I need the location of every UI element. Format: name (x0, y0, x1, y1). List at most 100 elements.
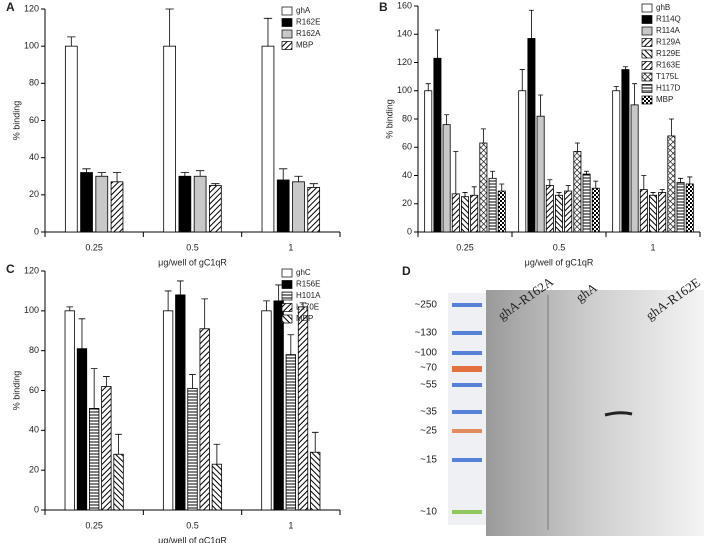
y-tick-label: 120 (24, 265, 39, 275)
legend-label: H117D (656, 84, 681, 93)
marker-label: ~250 (414, 300, 437, 311)
error-bar (574, 142, 580, 152)
bar (163, 45, 176, 233)
y-axis-label: % binding (11, 101, 21, 141)
x-tick-label: 0.25 (456, 242, 474, 252)
error-bar (668, 118, 674, 136)
legend-swatch (281, 291, 293, 301)
y-tick-label: 0 (407, 226, 412, 236)
x-tick-label: 0.5 (186, 520, 199, 530)
bar (209, 185, 222, 233)
legend-swatch (281, 314, 293, 324)
bar (273, 300, 284, 511)
error-bar (528, 9, 534, 39)
error-bar (425, 83, 431, 91)
panel-label: D (402, 264, 411, 278)
error-bar (687, 176, 693, 184)
bar (162, 310, 174, 511)
legend-label: R129E (656, 49, 680, 58)
ladder-band (452, 303, 482, 307)
y-tick-label: 60 (29, 115, 39, 125)
legend-swatch (281, 303, 293, 312)
x-tick-label: 1 (288, 520, 293, 530)
error-bar (176, 280, 184, 295)
ladder-band (452, 331, 482, 335)
legend-swatch (641, 26, 653, 36)
y-tick-label: 0 (34, 504, 39, 514)
bar (175, 294, 186, 511)
y-tick-label: 60 (29, 385, 39, 395)
y-tick-label: 0 (34, 226, 39, 236)
legend-label: ghA (296, 6, 311, 15)
ladder-lane (448, 293, 486, 525)
legend-swatch (641, 95, 653, 105)
bar (211, 463, 223, 511)
bar (110, 181, 124, 233)
error-bar (584, 170, 590, 175)
error-bar (82, 168, 91, 173)
error-bar (434, 29, 440, 59)
x-axis-label: μg/well of gC1qR (158, 257, 227, 267)
bar (591, 187, 600, 233)
bar (658, 192, 667, 233)
bar (95, 175, 109, 233)
y-tick-label: 100 (24, 41, 39, 51)
ladder-band (452, 510, 482, 514)
panel-label: A (6, 0, 15, 14)
error-bar (211, 183, 220, 186)
bar (178, 175, 192, 233)
bar (292, 181, 305, 233)
y-tick-label: 80 (29, 78, 39, 88)
legend-label: R114A (656, 26, 681, 35)
error-bar (650, 192, 656, 196)
legend-label: MBP (296, 314, 313, 323)
bar (667, 135, 676, 233)
western-blot: ghA-R162A ghA ghA-R162E~250~130~100~70~55~… (414, 273, 704, 536)
bar (676, 182, 685, 233)
y-axis-label: % binding (11, 371, 21, 411)
error-bar (97, 172, 106, 177)
bar (424, 90, 433, 233)
legend-swatch (281, 41, 293, 50)
legend-label: ghB (656, 3, 670, 12)
error-bar (593, 180, 599, 189)
y-tick-label: 140 (397, 29, 412, 39)
legend-swatch (641, 49, 653, 59)
error-bar (103, 376, 110, 387)
error-bar (263, 17, 273, 47)
legend-swatch (281, 6, 293, 16)
bar (64, 45, 78, 233)
legend-label: R162A (296, 29, 321, 38)
error-bar (547, 179, 553, 186)
error-bar (490, 170, 496, 179)
y-tick-label: 80 (402, 113, 412, 123)
error-bar (180, 172, 190, 177)
marker-label: ~25 (420, 426, 437, 437)
bar (573, 151, 582, 233)
x-axis-label: μg/well of gC1qR (525, 257, 594, 267)
error-bar (66, 306, 74, 311)
marker-label: ~10 (420, 507, 437, 518)
error-bar (462, 192, 468, 197)
bar (297, 306, 309, 511)
error-bar (164, 290, 172, 311)
legend-label: L170E (296, 303, 319, 312)
error-bar (471, 186, 477, 196)
y-tick-label: 60 (402, 142, 412, 152)
bar (307, 186, 321, 233)
bar (685, 183, 694, 233)
legend-label: R163E (656, 61, 680, 70)
error-bar (275, 284, 282, 301)
x-tick-label: 0.5 (553, 242, 566, 252)
bar (497, 190, 506, 233)
bar (199, 328, 210, 511)
x-tick-label: 1 (288, 242, 293, 252)
bar (89, 408, 100, 511)
y-tick-label: 20 (29, 189, 39, 199)
marker-label: ~55 (420, 380, 437, 391)
y-tick-label: 100 (24, 305, 39, 315)
bar (621, 69, 630, 233)
error-bar (279, 168, 288, 180)
ladder-band (452, 383, 482, 387)
